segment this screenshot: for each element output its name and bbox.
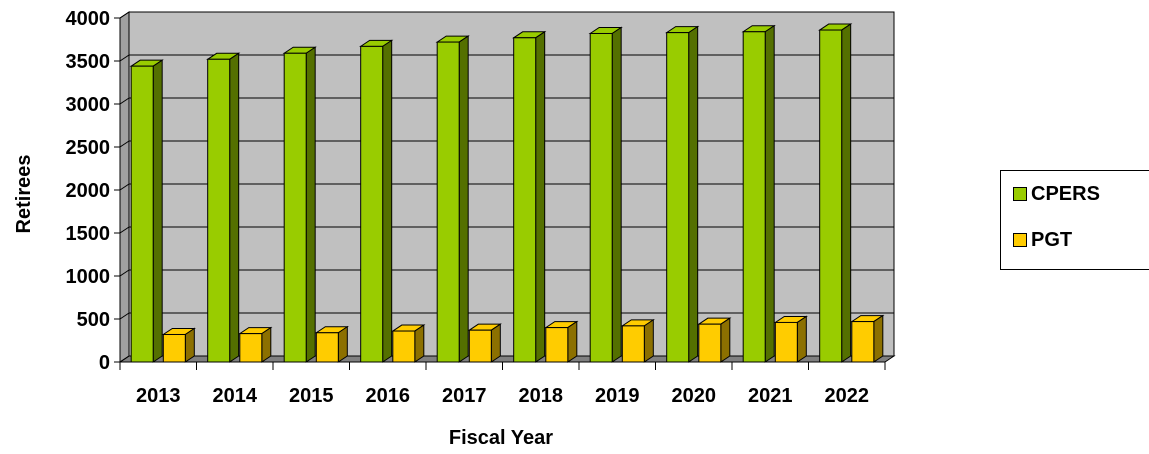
gridline-depth-1500 (119, 226, 130, 234)
bar-cpers-2017 (436, 41, 460, 363)
bar-cpers-2017-side (458, 35, 469, 363)
x-tick-label: 2019 (595, 385, 640, 407)
tick-labels: 0 500 1000 1500 2000 2500 3000 3500 4000 2013 2014… (66, 8, 870, 407)
x-tick-label: 2021 (748, 385, 793, 407)
bar-pgt-2020-side (720, 317, 731, 363)
bar-cpers-2021 (742, 31, 766, 363)
gridline-depth-500 (119, 312, 130, 320)
x-tick-label: 2013 (136, 385, 181, 407)
bar-pgt-2018-side (567, 320, 578, 363)
bar-pgt-2014-side (261, 326, 272, 363)
x-tick-label: 2014 (213, 385, 258, 407)
y-tick-label: 2000 (66, 180, 111, 202)
legend-swatch-cpers (1013, 187, 1027, 201)
legend-item-pgt: PGT (1013, 227, 1072, 253)
x-tick-label: 2020 (672, 385, 717, 407)
y-tick-label: 500 (77, 309, 110, 331)
bar-pgt-2022-side (873, 314, 884, 363)
x-tick-label: 2022 (825, 385, 870, 407)
bar-pgt-2017 (468, 329, 492, 363)
x-axis-title: Fiscal Year (449, 427, 553, 449)
x-tick-label: 2015 (289, 385, 334, 407)
y-axis-title: Retirees (13, 155, 35, 234)
bar-pgt-2017-side (490, 323, 501, 363)
bar-pgt-2015 (315, 332, 339, 363)
bar-pgt-2016-side (414, 324, 425, 363)
gridline-depth-3000 (119, 97, 130, 105)
gridline-depth-2500 (119, 140, 130, 148)
y-tick-label: 2500 (66, 137, 111, 159)
bar-cpers-2014-side (229, 52, 240, 363)
y-tick-label: 1000 (66, 266, 111, 288)
gridline-depth-0 (119, 355, 130, 363)
y-tick-label: 1500 (66, 223, 111, 245)
bar-pgt-2013 (162, 333, 186, 363)
bar-cpers-2013-side (152, 59, 163, 363)
bar-cpers-2022 (819, 29, 843, 363)
bar-cpers-2016-side (382, 39, 393, 363)
gridline-depth-3500 (119, 54, 130, 62)
bar-cpers-2018-side (535, 30, 546, 363)
axes (114, 17, 886, 370)
legend-item-cpers: CPERS (1013, 181, 1100, 207)
bar-pgt-2018 (545, 327, 569, 363)
bar-pgt-2021-side (796, 315, 807, 363)
bar-pgt-2016 (392, 330, 416, 363)
legend-label-pgt: PGT (1031, 228, 1073, 251)
bar-cpers-2020 (666, 32, 690, 363)
bar-cpers-2020-side (688, 25, 699, 363)
y-tick-label: 3500 (66, 51, 111, 73)
bar-pgt-2019-side (643, 318, 654, 363)
bar-pgt-2021 (774, 321, 798, 363)
bar-pgt-2022 (851, 321, 875, 363)
bar-cpers-2014 (207, 58, 231, 363)
bar-pgt-2015-side (337, 325, 348, 363)
y-tick-label: 0 (99, 352, 110, 374)
bar-cpers-2021-side (764, 24, 775, 363)
x-tick-label: 2017 (442, 385, 487, 407)
bar-cpers-2019 (589, 32, 613, 363)
bar-pgt-2019 (621, 325, 645, 363)
bar-cpers-2015 (283, 52, 307, 363)
x-tick-label: 2016 (366, 385, 411, 407)
bar-cpers-2016 (360, 45, 384, 363)
bar-cpers-2013 (130, 65, 154, 363)
y-tick-label: 3000 (66, 94, 111, 116)
bar-pgt-2013-side (184, 327, 195, 363)
y-tick-label: 4000 (66, 8, 111, 30)
bar-pgt-2014 (239, 333, 263, 363)
legend: CPERS PGT (1000, 170, 1149, 270)
x-tick-label: 2018 (519, 385, 564, 407)
bar-cpers-2015-side (305, 46, 316, 363)
legend-swatch-pgt (1013, 233, 1027, 247)
bar-cpers-2018 (513, 37, 537, 363)
bar-cpers-2022-side (841, 23, 852, 363)
legend-label-cpers: CPERS (1031, 182, 1100, 205)
gridline-depth-2000 (119, 183, 130, 191)
gridline-depth-1000 (119, 269, 130, 277)
gridline-depth-4000 (119, 11, 130, 19)
bar-pgt-2020 (698, 323, 722, 363)
bar-cpers-2019-side (611, 26, 622, 363)
